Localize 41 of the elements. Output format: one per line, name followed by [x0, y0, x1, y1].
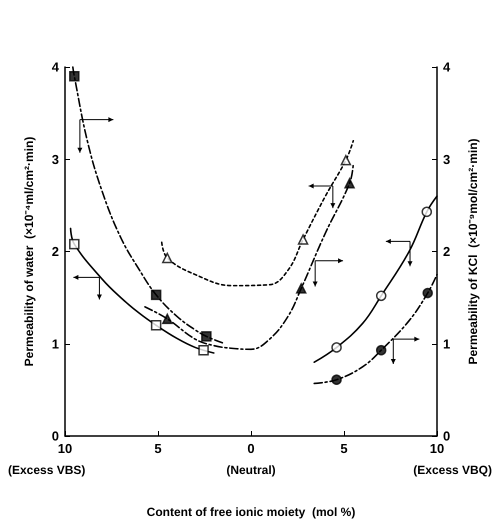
x-tick-label: 5 [340, 441, 348, 456]
point [422, 206, 432, 218]
point [198, 344, 209, 356]
point [331, 342, 342, 353]
y2-tick-label: 3 [443, 152, 450, 167]
y-tick-label: 0 [52, 428, 59, 444]
y-axis-title: Permeability of water (×10⁻⁴ml/cm²·min) [22, 136, 36, 366]
point [376, 344, 386, 356]
point [296, 283, 306, 294]
text: (Neutral) [226, 463, 276, 477]
x-tick-label: 10 [430, 441, 444, 456]
text: (Excess VBS) [8, 463, 86, 477]
y-tick-label: 2 [52, 244, 59, 259]
point [150, 290, 162, 300]
x-tick-label: 10 [58, 441, 72, 456]
point [422, 288, 433, 298]
point [298, 234, 308, 245]
point [376, 290, 386, 302]
x-axis-title: Content of free ionic moiety (mol %) [146, 505, 356, 519]
y2-tick-label: 4 [443, 60, 451, 74]
point [340, 154, 352, 166]
point [162, 314, 173, 324]
line-series [70, 228, 215, 354]
y-tick-label: 4 [52, 60, 60, 74]
y-tick-label: 1 [52, 336, 59, 352]
x-tick-label: 5 [154, 441, 162, 456]
y-tick-label: 3 [52, 152, 59, 167]
y2-tick-label: 2 [443, 244, 450, 259]
point [150, 320, 162, 331]
y2-tick-label: 1 [443, 336, 450, 352]
point [331, 374, 342, 385]
y2-axis-title: Permeability of KCl (×10⁻⁹mol/cm²·min) [466, 138, 480, 365]
x-tick-label: 0 [247, 441, 255, 456]
point [162, 252, 173, 264]
text: (Excess VBQ) [413, 463, 492, 477]
point [69, 70, 80, 82]
y2-tick-label: 0 [443, 428, 450, 444]
line-series [160, 140, 354, 286]
point [201, 331, 212, 342]
point [344, 178, 355, 188]
point [69, 238, 80, 250]
